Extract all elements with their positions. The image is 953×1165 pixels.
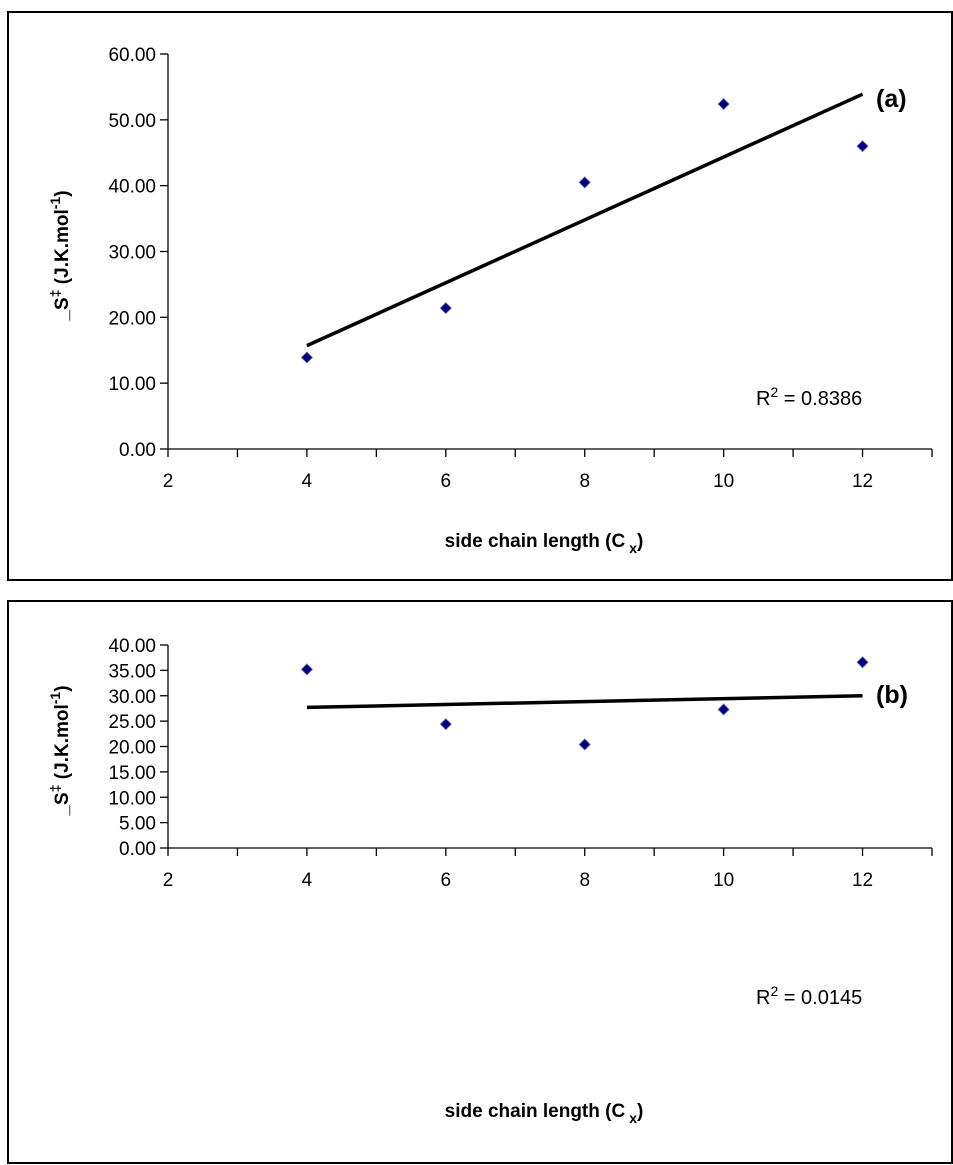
y-tick-label: 5.00 (119, 814, 156, 835)
chart-panel-a: 0.00 10.00 20.00 30.00 40.00 50.00 60.00 2 4 6 8 10… (0, 0, 953, 582)
chart-panel-b: 0.00 5.00 10.00 15.00 20.00 25.00 30.00 35.00 40… (0, 587, 953, 1165)
y-tick-label: 30.00 (108, 243, 156, 264)
y-tick-label: 20.00 (108, 738, 156, 759)
x-tick-label: 10 (713, 471, 734, 492)
x-axis-title: side chain length (C x) (445, 1101, 644, 1126)
y-tick-label: 0.00 (119, 440, 156, 461)
y-tick-label: 50.00 (108, 111, 156, 132)
x-tick-label: 4 (302, 471, 313, 492)
panel-label: (a) (876, 85, 907, 113)
y-tick-label: 10.00 (108, 788, 156, 809)
trendline (306, 694, 863, 710)
x-tick-label: 6 (441, 471, 452, 492)
r-squared-label: R2 = 0.0145 (756, 983, 862, 1009)
y-tick-label: 25.00 (108, 712, 156, 733)
data-point (300, 663, 313, 676)
chart-border (7, 600, 953, 1164)
y-tick-label: 60.00 (108, 45, 156, 66)
trendline (306, 92, 864, 348)
y-tick-label: 15.00 (108, 763, 156, 784)
y-axis-title: _S‡ (J.K.mol-1) (47, 190, 73, 321)
x-axis-title: side chain length (C x) (445, 531, 644, 556)
x-tick-label: 12 (852, 870, 873, 891)
data-point (300, 351, 313, 364)
x-tick-label: 10 (713, 870, 734, 891)
chart-b-svg: 0.00 5.00 10.00 15.00 20.00 25.00 30.00 35.00 40… (7, 600, 953, 1164)
panel-label: (b) (876, 681, 908, 709)
data-point (439, 302, 452, 315)
y-tick-label: 10.00 (108, 374, 156, 395)
data-point (717, 97, 730, 111)
y-tick-label: 0.00 (119, 839, 156, 860)
data-point (717, 703, 730, 716)
x-tick-label: 8 (579, 471, 590, 492)
x-tick-label: 12 (852, 471, 873, 492)
y-tick-label: 35.00 (108, 661, 156, 682)
x-tick-label: 2 (163, 870, 174, 891)
data-point (578, 176, 591, 189)
y-tick-label: 40.00 (108, 177, 156, 198)
x-tick-label: 2 (163, 471, 174, 492)
x-tick-label: 4 (302, 870, 313, 891)
x-tick-label: 8 (579, 870, 590, 891)
r-squared-label: R2 = 0.8386 (756, 384, 862, 410)
data-point (856, 140, 869, 153)
y-tick-label: 30.00 (108, 687, 156, 708)
chart-a-svg: 0.00 10.00 20.00 30.00 40.00 50.00 60.00 2 4 6 8 10… (7, 11, 953, 581)
data-point (856, 656, 869, 669)
x-tick-label: 6 (441, 870, 452, 891)
y-axis-title: _S‡ (J.K.mol-1) (47, 685, 73, 816)
data-point (578, 738, 591, 751)
y-tick-label: 20.00 (108, 308, 156, 329)
chart-border (7, 11, 953, 581)
y-tick-label: 40.00 (108, 636, 156, 657)
data-point (439, 718, 452, 731)
